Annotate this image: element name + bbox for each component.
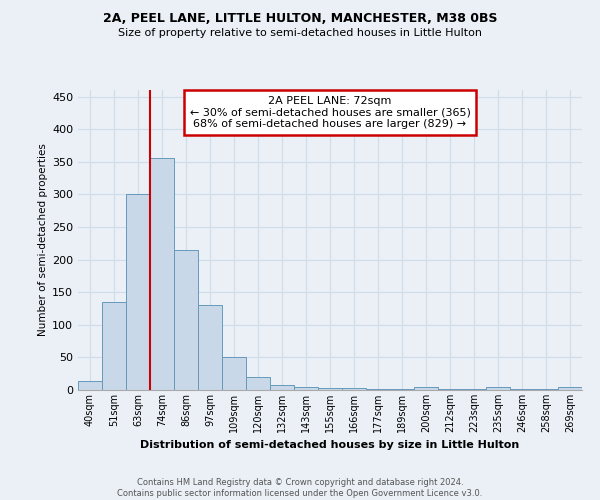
Bar: [126, 194, 150, 390]
Bar: [318, 388, 342, 390]
Text: 2A PEEL LANE: 72sqm
← 30% of semi-detached houses are smaller (365)
68% of semi-: 2A PEEL LANE: 72sqm ← 30% of semi-detach…: [190, 96, 470, 129]
Bar: [222, 358, 246, 390]
Bar: [558, 388, 582, 390]
Bar: [78, 381, 102, 390]
Bar: [270, 385, 294, 390]
Text: Contains HM Land Registry data © Crown copyright and database right 2024.
Contai: Contains HM Land Registry data © Crown c…: [118, 478, 482, 498]
X-axis label: Distribution of semi-detached houses by size in Little Hulton: Distribution of semi-detached houses by …: [140, 440, 520, 450]
Y-axis label: Number of semi-detached properties: Number of semi-detached properties: [38, 144, 48, 336]
Text: 2A, PEEL LANE, LITTLE HULTON, MANCHESTER, M38 0BS: 2A, PEEL LANE, LITTLE HULTON, MANCHESTER…: [103, 12, 497, 26]
Bar: [414, 388, 438, 390]
Bar: [174, 250, 198, 390]
Bar: [246, 377, 270, 390]
Bar: [150, 158, 174, 390]
Text: Size of property relative to semi-detached houses in Little Hulton: Size of property relative to semi-detach…: [118, 28, 482, 38]
Bar: [486, 388, 510, 390]
Bar: [102, 302, 126, 390]
Bar: [294, 386, 318, 390]
Bar: [198, 305, 222, 390]
Bar: [342, 388, 366, 390]
